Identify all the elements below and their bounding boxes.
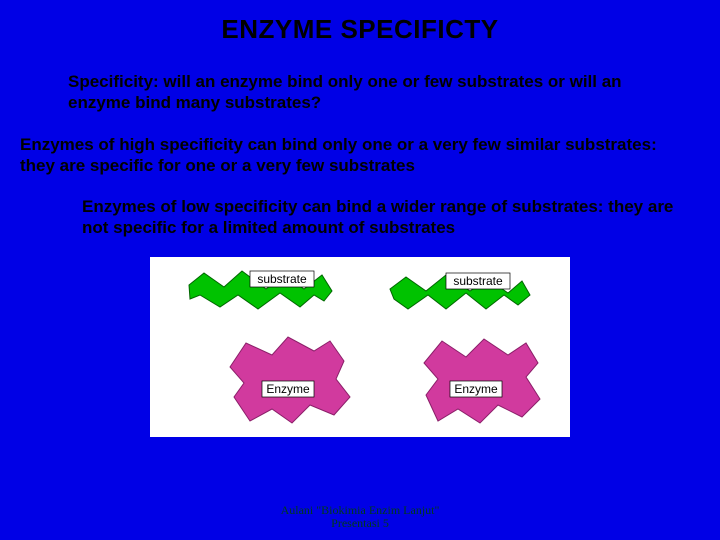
slide-title: ENZYME SPECIFICTY [0,0,720,45]
slide-footer: Aulani "Biokimia Enzim Lanjut" Presentas… [0,504,720,530]
low-specificity-text: Enzymes of low specificity can bind a wi… [82,196,680,239]
svg-text:Enzyme: Enzyme [454,382,498,396]
svg-text:substrate: substrate [453,274,503,288]
svg-text:Enzyme: Enzyme [266,382,310,396]
footer-line1: Aulani "Biokimia Enzim Lanjut" [0,504,720,517]
high-specificity-text: Enzymes of high specificity can bind onl… [20,134,690,177]
diagram-svg: substrate substrate Enzyme Enzyme [150,257,570,437]
svg-text:substrate: substrate [257,272,307,286]
footer-line2: Presentasi 5 [0,517,720,530]
specificity-question: Specificity: will an enzyme bind only on… [68,71,660,114]
enzyme-diagram: substrate substrate Enzyme Enzyme [150,257,570,437]
